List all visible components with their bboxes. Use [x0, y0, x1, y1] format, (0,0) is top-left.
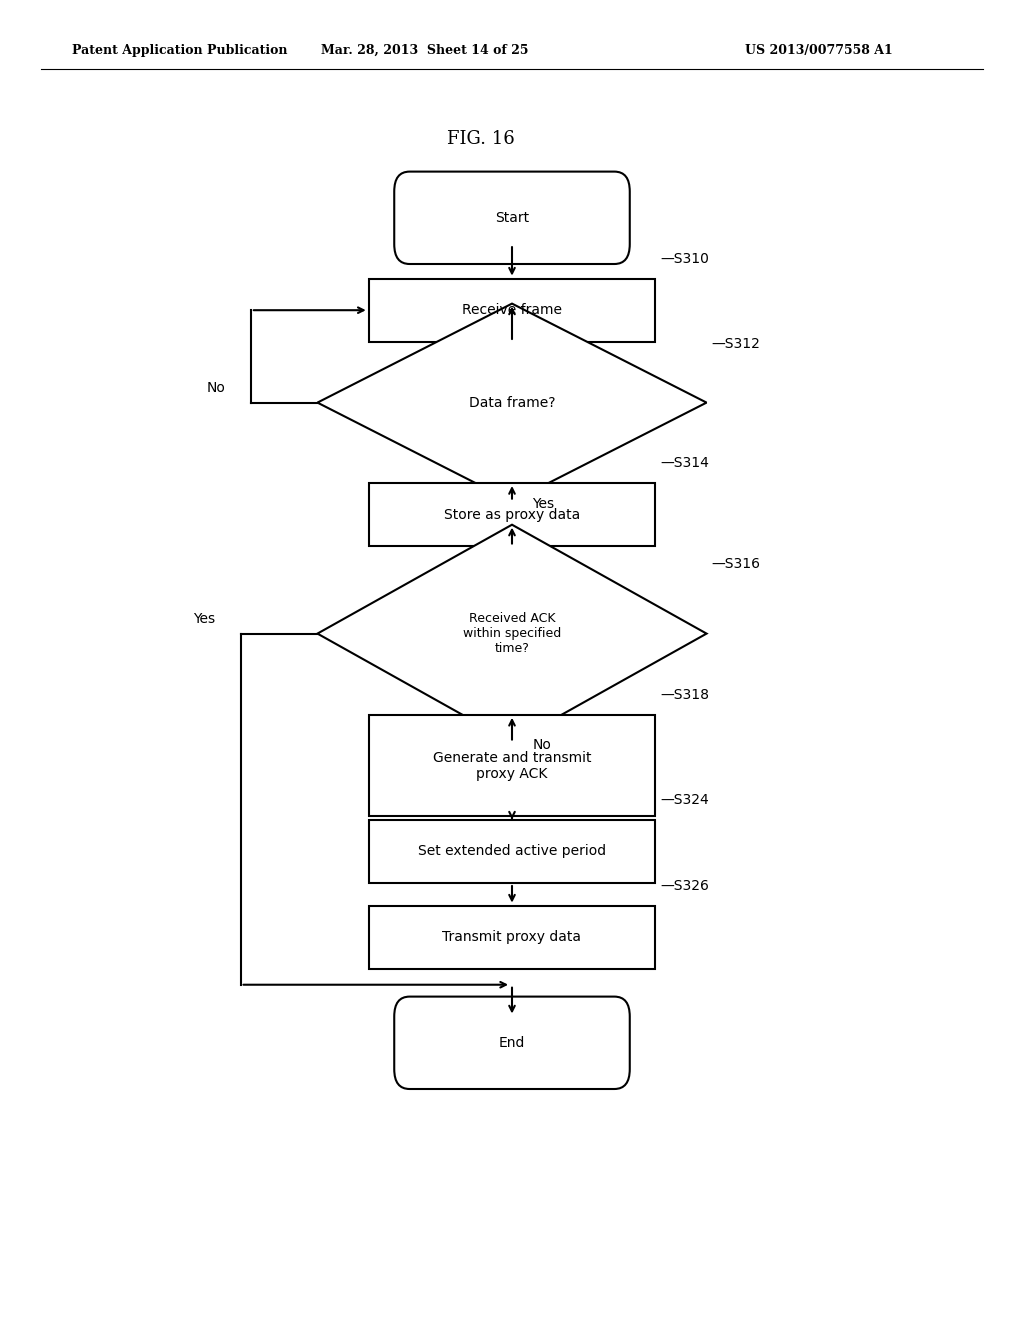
- Text: No: No: [207, 381, 225, 395]
- Bar: [369, 279, 655, 342]
- Text: Yes: Yes: [193, 612, 215, 626]
- FancyBboxPatch shape: [394, 997, 630, 1089]
- Text: FIG. 16: FIG. 16: [447, 129, 515, 148]
- Text: —S312: —S312: [712, 337, 761, 351]
- Bar: [369, 906, 655, 969]
- Text: —S316: —S316: [712, 557, 761, 572]
- Text: End: End: [499, 1036, 525, 1049]
- Text: —S310: —S310: [660, 252, 710, 265]
- Text: Transmit proxy data: Transmit proxy data: [442, 931, 582, 944]
- Text: —S326: —S326: [660, 879, 710, 892]
- Text: Set extended active period: Set extended active period: [418, 845, 606, 858]
- Text: Received ACK
within specified
time?: Received ACK within specified time?: [463, 612, 561, 655]
- Text: Yes: Yes: [532, 498, 555, 511]
- Polygon shape: [317, 304, 707, 502]
- Text: Generate and transmit
proxy ACK: Generate and transmit proxy ACK: [433, 751, 591, 780]
- Text: Mar. 28, 2013  Sheet 14 of 25: Mar. 28, 2013 Sheet 14 of 25: [322, 44, 528, 57]
- Text: No: No: [532, 738, 551, 752]
- Text: US 2013/0077558 A1: US 2013/0077558 A1: [745, 44, 893, 57]
- Text: Data frame?: Data frame?: [469, 396, 555, 409]
- Text: Patent Application Publication: Patent Application Publication: [72, 44, 287, 57]
- FancyBboxPatch shape: [394, 172, 630, 264]
- Text: Start: Start: [495, 211, 529, 224]
- Text: Store as proxy data: Store as proxy data: [443, 508, 581, 521]
- Bar: [369, 715, 655, 816]
- Bar: [369, 483, 655, 546]
- Text: —S324: —S324: [660, 793, 710, 807]
- Text: —S314: —S314: [660, 457, 710, 470]
- Text: —S318: —S318: [660, 688, 710, 702]
- Bar: [369, 820, 655, 883]
- Polygon shape: [317, 524, 707, 742]
- Text: Receive frame: Receive frame: [462, 304, 562, 317]
